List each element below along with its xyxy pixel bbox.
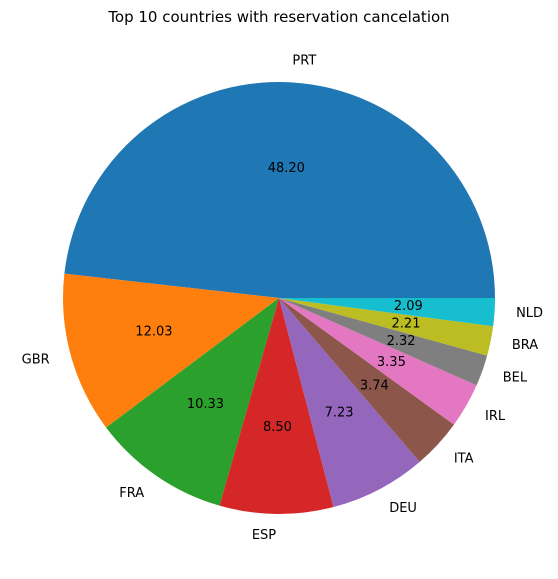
- slice-category-label: BRA: [512, 338, 538, 353]
- pie-slices: [63, 82, 496, 514]
- slice-category-label: IRL: [485, 409, 506, 424]
- slice-value-label: 3.74: [360, 378, 389, 393]
- pie-slice-deu: [279, 298, 420, 508]
- slice-value-label: 3.35: [377, 355, 406, 370]
- slice-category-label: NLD: [516, 306, 543, 321]
- pie-slice-irl: [279, 298, 477, 425]
- pie-slice-esp: [219, 298, 334, 514]
- slice-category-label: PRT: [292, 53, 316, 68]
- slice-value-label: 48.20: [268, 161, 305, 176]
- slice-category-label: ITA: [454, 451, 474, 466]
- slice-category-label: FRA: [119, 486, 144, 501]
- slice-category-label: ESP: [252, 528, 276, 543]
- slice-value-labels: 48.20 12.03 10.33 8.50 7.23 3.74 3.35 2.32 2.21 2…: [135, 161, 422, 435]
- slice-value-label: 8.50: [263, 420, 292, 435]
- slice-category-labels: PRT GBR FRA ESP DEU ITA IRL BEL BRA NLD: [22, 53, 543, 543]
- pie-slice-fra: [106, 298, 279, 506]
- slice-value-label: 2.21: [392, 316, 421, 331]
- pie-slice-bel: [279, 298, 488, 386]
- slice-category-label: DEU: [389, 501, 417, 516]
- slice-category-label: BEL: [503, 370, 528, 385]
- slice-value-label: 2.09: [394, 299, 423, 314]
- pie-slice-bra: [279, 298, 494, 356]
- pie-slice-nld: [279, 298, 495, 327]
- slice-value-label: 2.32: [387, 334, 416, 349]
- slice-category-label: GBR: [22, 353, 50, 368]
- pie-slice-gbr: [63, 273, 280, 428]
- pie-slice-prt: [64, 82, 496, 298]
- chart-title: Top 10 countries with reservation cancel…: [107, 8, 449, 26]
- pie-slice-ita: [279, 298, 454, 462]
- slice-value-label: 12.03: [135, 324, 172, 339]
- slice-value-label: 10.33: [187, 397, 224, 412]
- slice-value-label: 7.23: [325, 405, 354, 420]
